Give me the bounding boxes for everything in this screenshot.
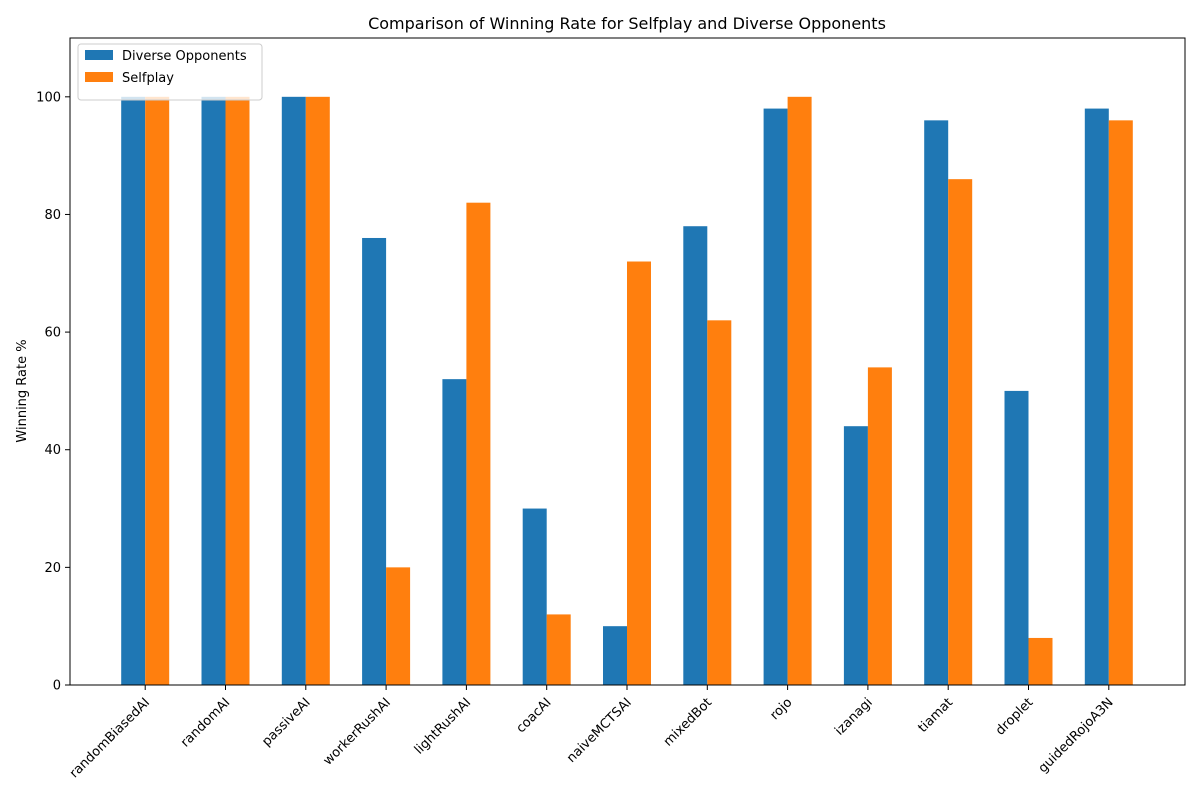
x-tick-label: droplet <box>993 695 1036 738</box>
legend-swatch <box>85 50 113 60</box>
bar-selfplay-workerRushAI <box>386 567 411 685</box>
bar-diverse-mixedBot <box>683 226 708 685</box>
bar-diverse-randomBiasedAI <box>121 96 146 685</box>
legend-box <box>77 43 263 101</box>
bar-diverse-randomAI <box>201 96 226 685</box>
bar-diverse-droplet <box>1004 390 1029 685</box>
x-tick-label: lightRushAI <box>412 695 474 757</box>
y-axis: 0 20 40 60 80 100 <box>36 90 70 694</box>
plot-frame <box>69 37 1186 686</box>
bar-diverse-izanagi <box>843 426 868 685</box>
bar-diverse-tiamat <box>924 120 949 686</box>
y-tick-label: 100 <box>36 90 61 105</box>
legend: Diverse Opponents Selfplay <box>77 43 263 101</box>
x-axis: randomBiasedAI randomAI passiveAI workerRus… <box>67 685 1117 781</box>
legend-label: Selfplay <box>122 71 174 86</box>
bars-group <box>121 96 1133 686</box>
bar-diverse-lightRushAI <box>442 379 467 685</box>
bar-diverse-workerRushAI <box>362 237 387 686</box>
bar-selfplay-izanagi <box>867 367 892 685</box>
bar-diverse-guidedRojoA3N <box>1084 108 1109 685</box>
legend-label: Diverse Opponents <box>122 49 247 64</box>
x-tick-label: mixedBot <box>661 695 715 749</box>
x-tick-label: randomBiasedAI <box>67 695 153 781</box>
x-tick-label: randomAI <box>178 695 233 750</box>
y-tick-label: 20 <box>44 561 61 576</box>
bar-selfplay-droplet <box>1028 637 1053 685</box>
bar-selfplay-randomBiasedAI <box>145 96 170 685</box>
x-tick-label: naiveMCTSAI <box>564 695 635 766</box>
bar-selfplay-tiamat <box>948 179 973 685</box>
chart-title: Comparison of Winning Rate for Selfplay … <box>368 14 886 33</box>
bar-diverse-naiveMCTSAI <box>603 626 627 685</box>
bar-diverse-passiveAI <box>281 96 306 685</box>
x-tick-label: guidedRojoA3N <box>1036 695 1117 776</box>
bar-selfplay-randomAI <box>225 96 250 685</box>
y-tick-label: 40 <box>44 443 61 458</box>
bar-selfplay-coacAI <box>546 614 571 685</box>
x-tick-label: coacAI <box>514 695 555 736</box>
bar-selfplay-mixedBot <box>707 320 732 685</box>
bar-selfplay-passiveAI <box>305 96 330 685</box>
x-tick-label: rojo <box>767 695 795 723</box>
bar-selfplay-guidedRojoA3N <box>1108 120 1133 686</box>
y-tick-label: 80 <box>44 208 61 223</box>
bar-selfplay-rojo <box>787 96 812 685</box>
bar-selfplay-lightRushAI <box>466 202 491 685</box>
x-tick-label: izanagi <box>832 695 875 738</box>
y-axis-label: Winning Rate % <box>15 339 30 442</box>
x-tick-label: tiamat <box>915 695 956 736</box>
bar-diverse-coacAI <box>522 508 547 685</box>
legend-swatch <box>85 72 113 82</box>
bar-selfplay-naiveMCTSAI <box>627 261 651 685</box>
x-tick-label: workerRushAI <box>321 695 394 768</box>
y-tick-label: 0 <box>53 679 61 694</box>
bar-diverse-rojo <box>763 108 788 685</box>
x-tick-label: passiveAI <box>259 695 313 749</box>
y-tick-label: 60 <box>44 326 61 341</box>
